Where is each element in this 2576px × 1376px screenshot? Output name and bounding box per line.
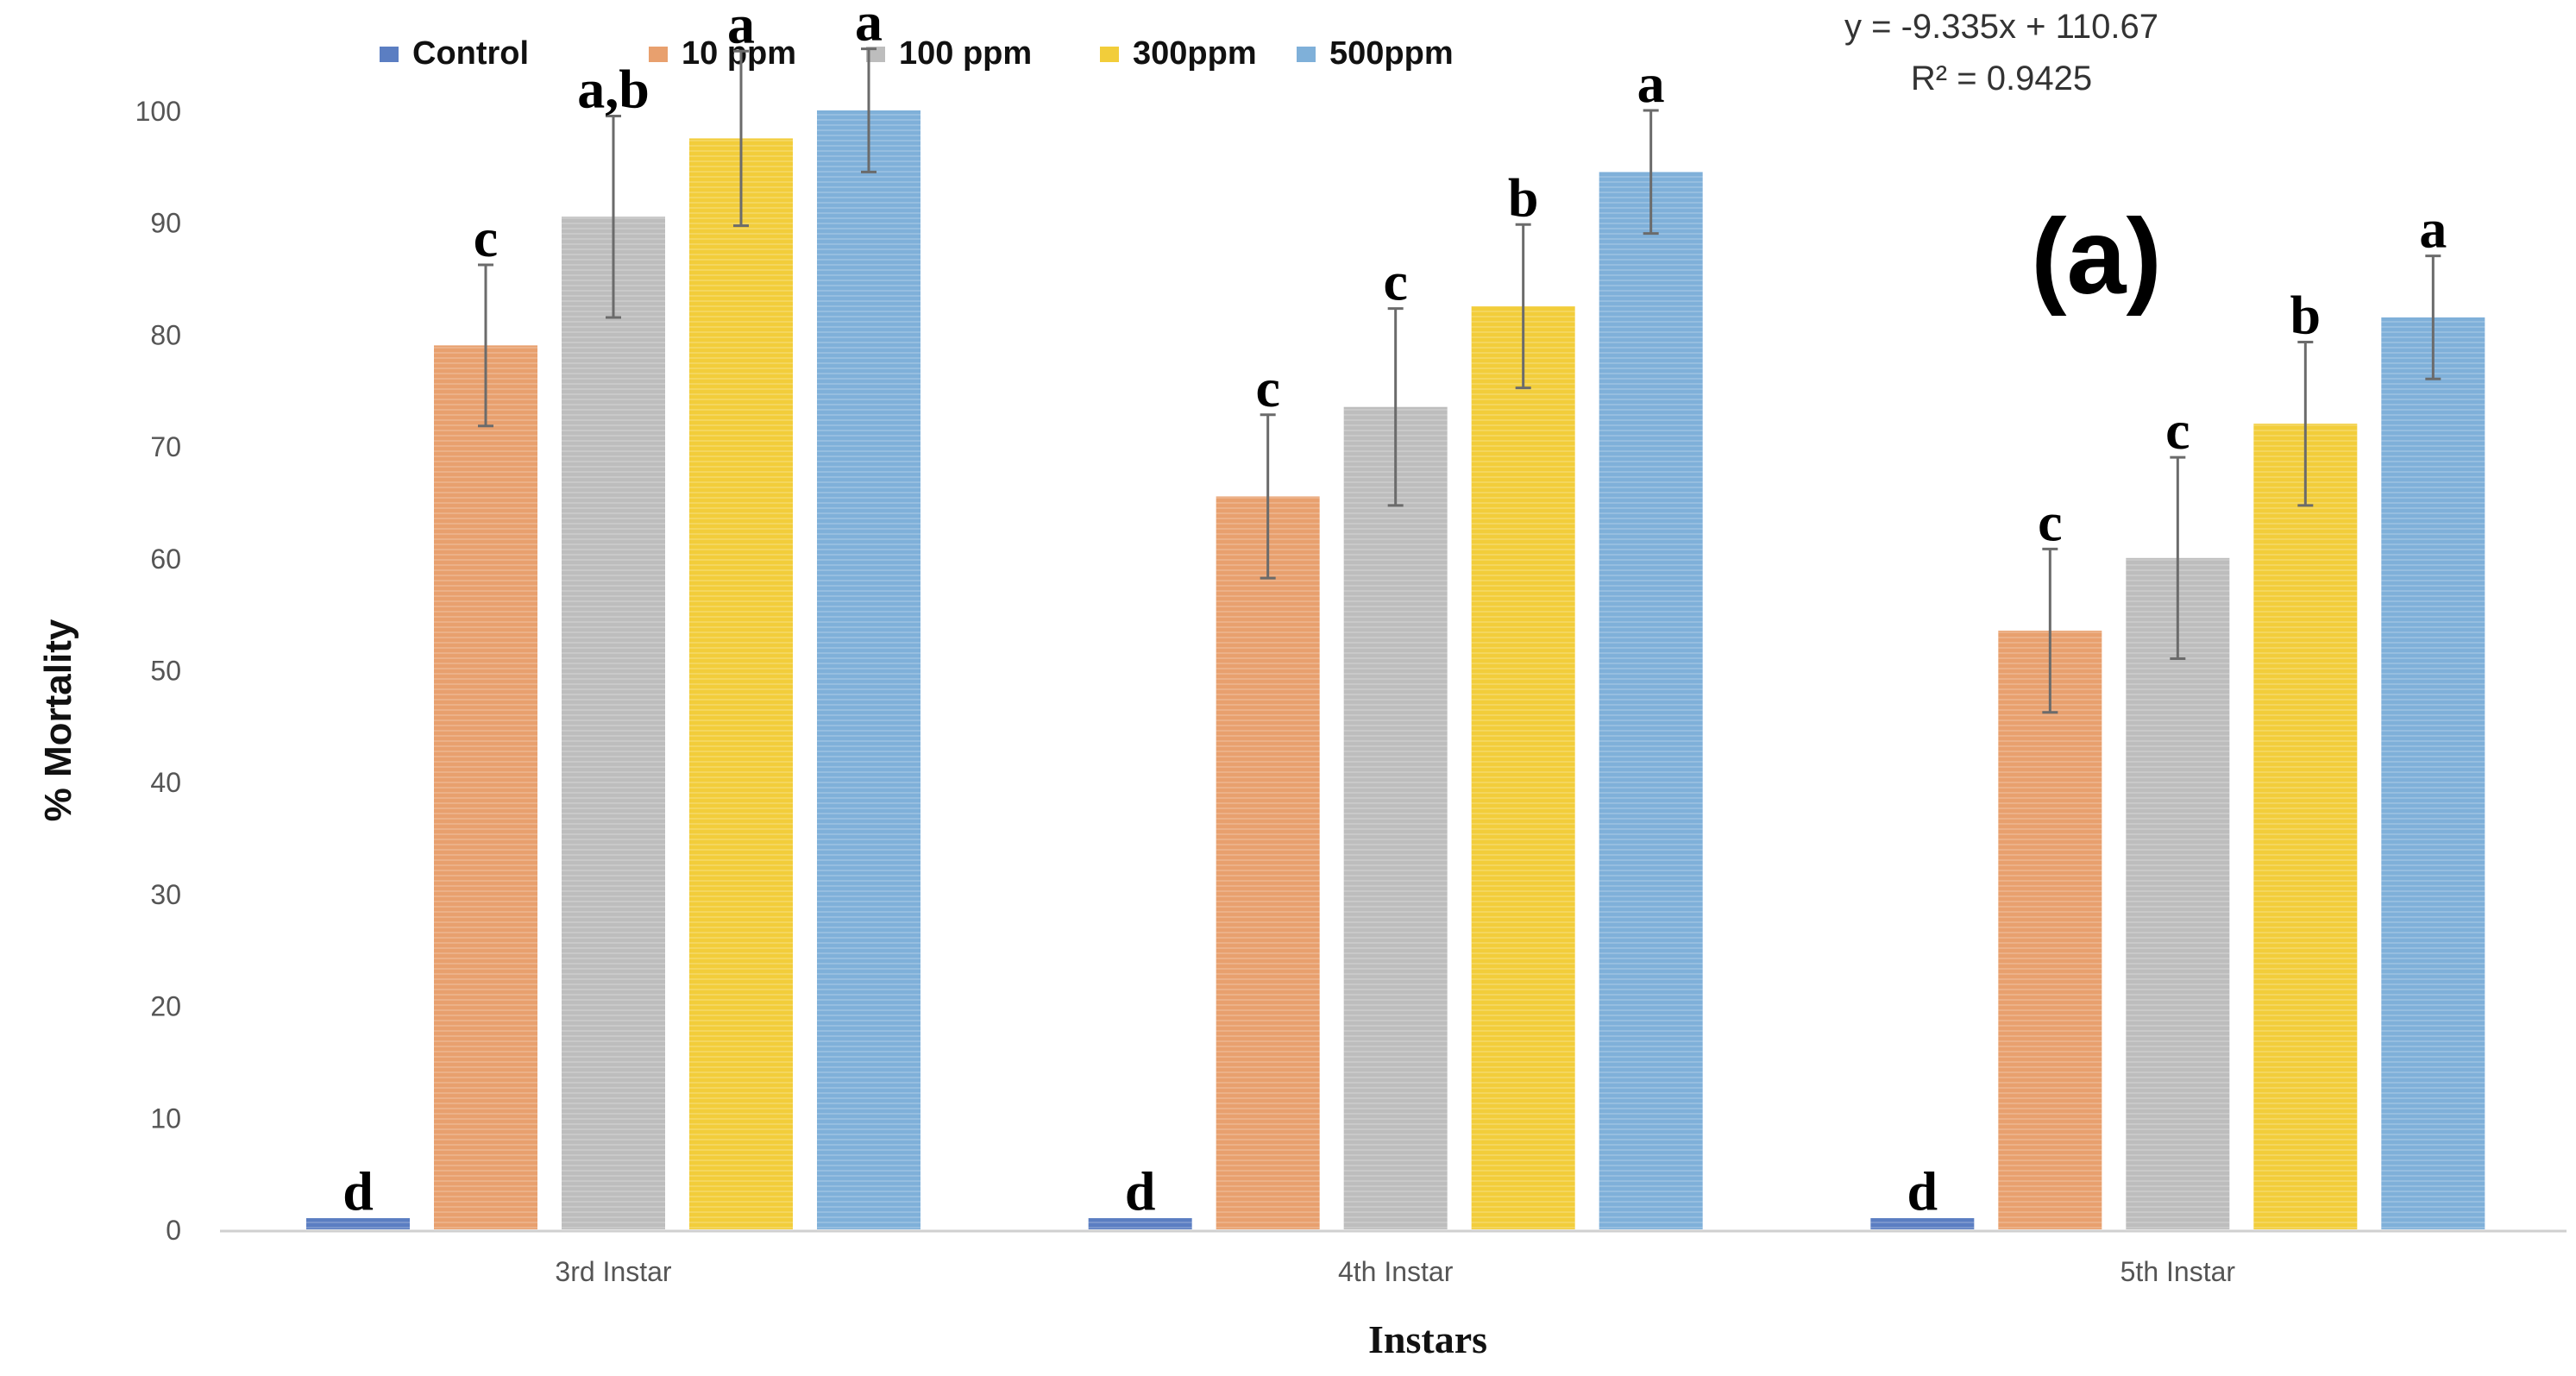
bar-texture (1599, 172, 1703, 1230)
bar-texture (1870, 1218, 1975, 1229)
y-axis-title: % Mortality (37, 619, 79, 821)
y-tick-label: 40 (150, 767, 181, 798)
significance-letter: a,b (577, 58, 650, 119)
legend-swatch-500ppm (1297, 47, 1316, 62)
x-tick-label: 5th Instar (2120, 1256, 2236, 1287)
significance-letter: c (2038, 491, 2062, 552)
y-tick-label: 100 (135, 96, 181, 127)
y-tick-label: 80 (150, 319, 181, 350)
bar-texture (2126, 557, 2230, 1229)
bar-texture (817, 110, 920, 1229)
significance-letter: b (2290, 284, 2322, 345)
legend-label-control: Control (412, 35, 529, 72)
significance-letter: a (855, 0, 883, 53)
bar-texture (434, 345, 537, 1229)
y-tick-label: 50 (150, 656, 181, 687)
panel-label: (a) (2031, 198, 2162, 317)
y-tick-label: 90 (150, 208, 181, 239)
x-axis-title: Instars (1368, 1317, 1487, 1361)
legend-swatch-300ppm (1100, 47, 1119, 62)
significance-letter: a (1637, 53, 1665, 114)
r-squared-label: R² = 0.9425 (1911, 60, 2092, 97)
legend-swatch-control (380, 47, 399, 62)
bar-texture (562, 217, 665, 1230)
significance-letter: a (727, 0, 755, 54)
significance-letter: c (1255, 357, 1279, 418)
bar-texture (1998, 631, 2102, 1229)
bar-texture (1088, 1218, 1192, 1229)
legend-swatch-10-ppm (649, 47, 668, 62)
labels: d c a,b a a d c c b a d c c b a (342, 0, 2447, 1222)
bar-texture (1216, 496, 1320, 1229)
bar-texture (689, 138, 793, 1229)
significance-letter: b (1508, 167, 1539, 228)
legend-label-100-ppm: 100 ppm (899, 35, 1032, 72)
x-tick-label: 4th Instar (1338, 1256, 1454, 1287)
legend-label-10-ppm: 10 ppm (682, 35, 796, 72)
axes: 0 10 20 30 40 50 60 70 80 90 100 3rd Instar 4th Inst… (135, 96, 2567, 1287)
bar-texture (2381, 317, 2485, 1229)
legend-swatch-100-ppm (866, 47, 885, 62)
bars (306, 47, 2485, 1230)
legend: Control 10 ppm 100 ppm 300ppm 500ppm (380, 35, 1454, 72)
y-tick-label: 30 (150, 879, 181, 910)
bar-texture (2253, 424, 2358, 1229)
x-tick-label: 3rd Instar (555, 1256, 672, 1287)
significance-letter: d (342, 1160, 374, 1222)
significance-letter: c (474, 207, 498, 268)
bar-texture (1471, 305, 1575, 1230)
y-tick-label: 70 (150, 431, 181, 462)
significance-letter: c (2165, 399, 2190, 461)
y-tick-label: 10 (150, 1103, 181, 1134)
y-tick-label: 60 (150, 543, 181, 575)
significance-letter: d (1125, 1160, 1156, 1222)
significance-letter: d (1907, 1160, 1938, 1222)
bar-texture (306, 1218, 410, 1229)
legend-label-500ppm: 500ppm (1329, 35, 1454, 72)
significance-letter: a (2419, 198, 2447, 260)
regression-equation: y = -9.335x + 110.67 (1844, 8, 2158, 46)
y-tick-label: 20 (150, 991, 181, 1022)
legend-label-300ppm: 300ppm (1133, 35, 1257, 72)
bar-texture (1343, 406, 1448, 1230)
y-tick-label: 0 (166, 1215, 181, 1246)
significance-letter: c (1383, 251, 1407, 312)
